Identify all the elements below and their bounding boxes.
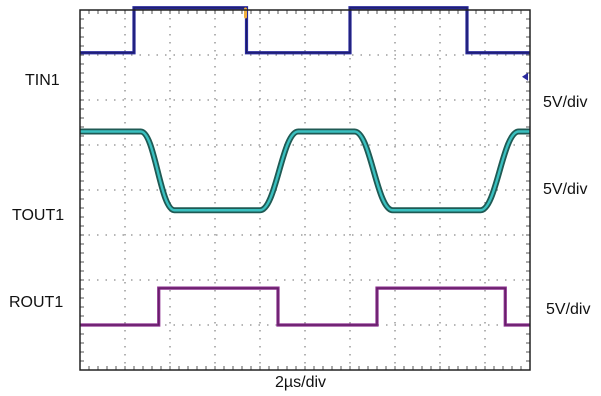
screen-frame (79, 9, 531, 371)
trace-rout1-core (80, 287, 530, 326)
trace-tin1-core (80, 7, 530, 54)
channel-marker-icon (522, 72, 528, 81)
tin1-label: TIN1 (25, 72, 60, 89)
tout1-scale-label: 5V/div (543, 181, 588, 198)
graticule (79, 9, 531, 371)
tin1-scale-label: 5V/div (543, 94, 588, 111)
trace-rout1 (80, 286, 530, 327)
rout1-label: ROUT1 (9, 294, 64, 311)
time-scale-label: 2µs/div (275, 374, 327, 391)
rout1-scale-label: 5V/div (546, 301, 591, 318)
trace-tin1 (80, 6, 530, 55)
screen-border (79, 9, 531, 371)
tout1-label: TOUT1 (12, 207, 65, 224)
trace-tout1 (80, 130, 530, 212)
